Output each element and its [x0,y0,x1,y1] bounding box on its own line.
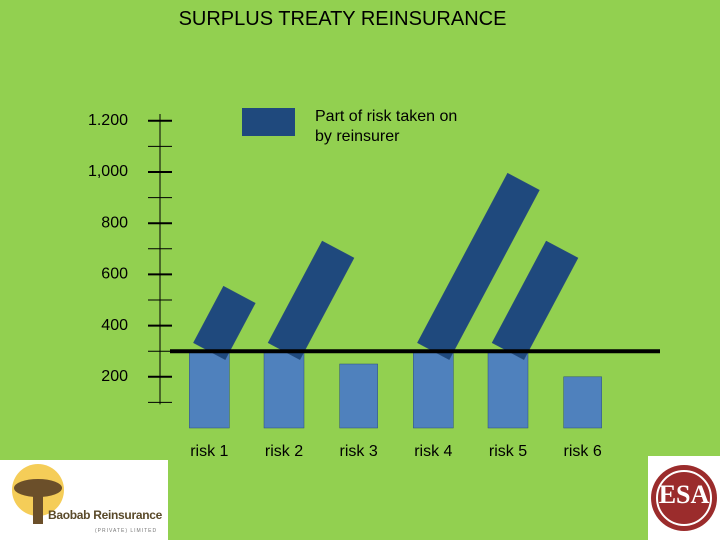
x-tick-label: risk 5 [489,443,527,460]
logo-name: Baobab Reinsurance [48,508,162,522]
x-tick-label: risk 4 [414,443,452,460]
logo-text: ESA [658,480,710,509]
x-tick-label: risk 1 [190,443,228,460]
bar-retained [263,350,305,429]
bar-reinsured [193,285,256,360]
logo-ring [651,465,717,531]
bar-reinsured [267,240,355,360]
logo-subtitle: (PRIVATE) LIMITED [95,528,158,534]
y-tick-label: 600 [101,266,128,283]
y-tick-label: 200 [101,368,128,385]
bar-retained [487,350,529,429]
bar-retained [189,350,230,429]
logo-esa: ESA [648,456,720,540]
legend-swatch [242,108,295,136]
bar-reinsured [491,240,579,360]
bar-retained [413,350,454,429]
x-tick-label: risk 6 [564,443,602,460]
logo-baobab: Baobab Reinsurance (PRIVATE) LIMITED [0,460,168,540]
y-tick-label: 1.200 [88,112,128,129]
x-tick-label: risk 3 [340,443,378,460]
logo-icon [12,464,64,524]
y-tick-label: 400 [101,317,128,334]
y-tick-label: 800 [101,214,128,231]
bar-retained [339,363,378,429]
y-tick-label: 1,000 [88,163,128,180]
legend-label: Part of risk taken on by reinsurer [315,108,458,145]
bar-retained [563,376,602,429]
slide-title: SURPLUS TREATY REINSURANCE [178,8,507,30]
x-tick-label: risk 2 [265,443,303,460]
